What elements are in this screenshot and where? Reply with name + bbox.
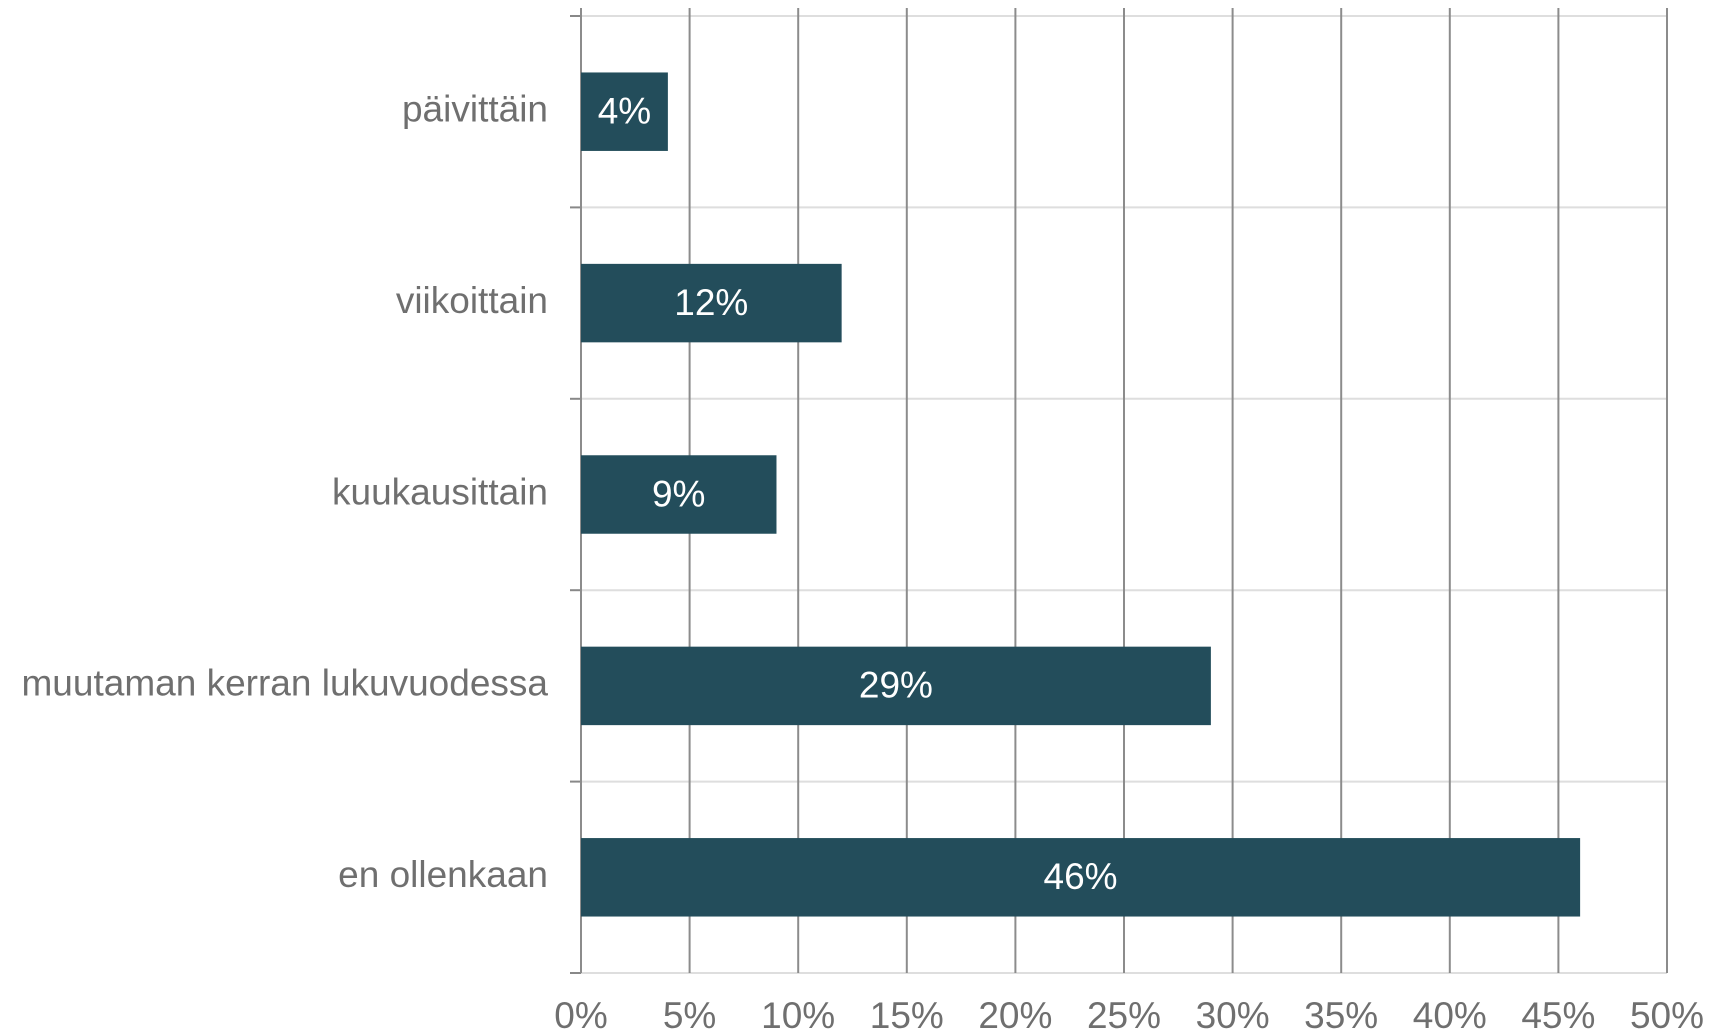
y-tick-label: viikoittain (396, 280, 548, 321)
data-label: 9% (652, 473, 705, 514)
x-tick-label: 20% (978, 995, 1052, 1036)
y-tick-label: muutaman kerran lukuvuodessa (21, 663, 548, 704)
bar (581, 72, 668, 151)
bar (581, 838, 1581, 917)
y-tick-label: kuukausittain (332, 471, 548, 512)
bar (581, 646, 1211, 726)
x-tick-label: 0% (554, 995, 607, 1036)
y-tick-label: en ollenkaan (338, 854, 548, 895)
x-tick-label: 30% (1196, 995, 1270, 1036)
x-tick-label: 15% (870, 995, 944, 1036)
data-label: 12% (674, 282, 748, 323)
bar (581, 263, 842, 343)
x-tick-label: 50% (1630, 995, 1704, 1036)
x-tick-label: 25% (1087, 995, 1161, 1036)
y-tick-label: päivittäin (402, 88, 548, 129)
x-tick-label: 45% (1521, 995, 1595, 1036)
x-tick-label: 5% (663, 995, 716, 1036)
x-tick-label: 35% (1304, 995, 1378, 1036)
data-label: 29% (859, 665, 933, 706)
bar (581, 455, 777, 534)
x-tick-label: 40% (1413, 995, 1487, 1036)
data-label: 4% (598, 90, 651, 131)
data-label: 46% (1044, 856, 1118, 897)
x-tick-label: 10% (761, 995, 835, 1036)
